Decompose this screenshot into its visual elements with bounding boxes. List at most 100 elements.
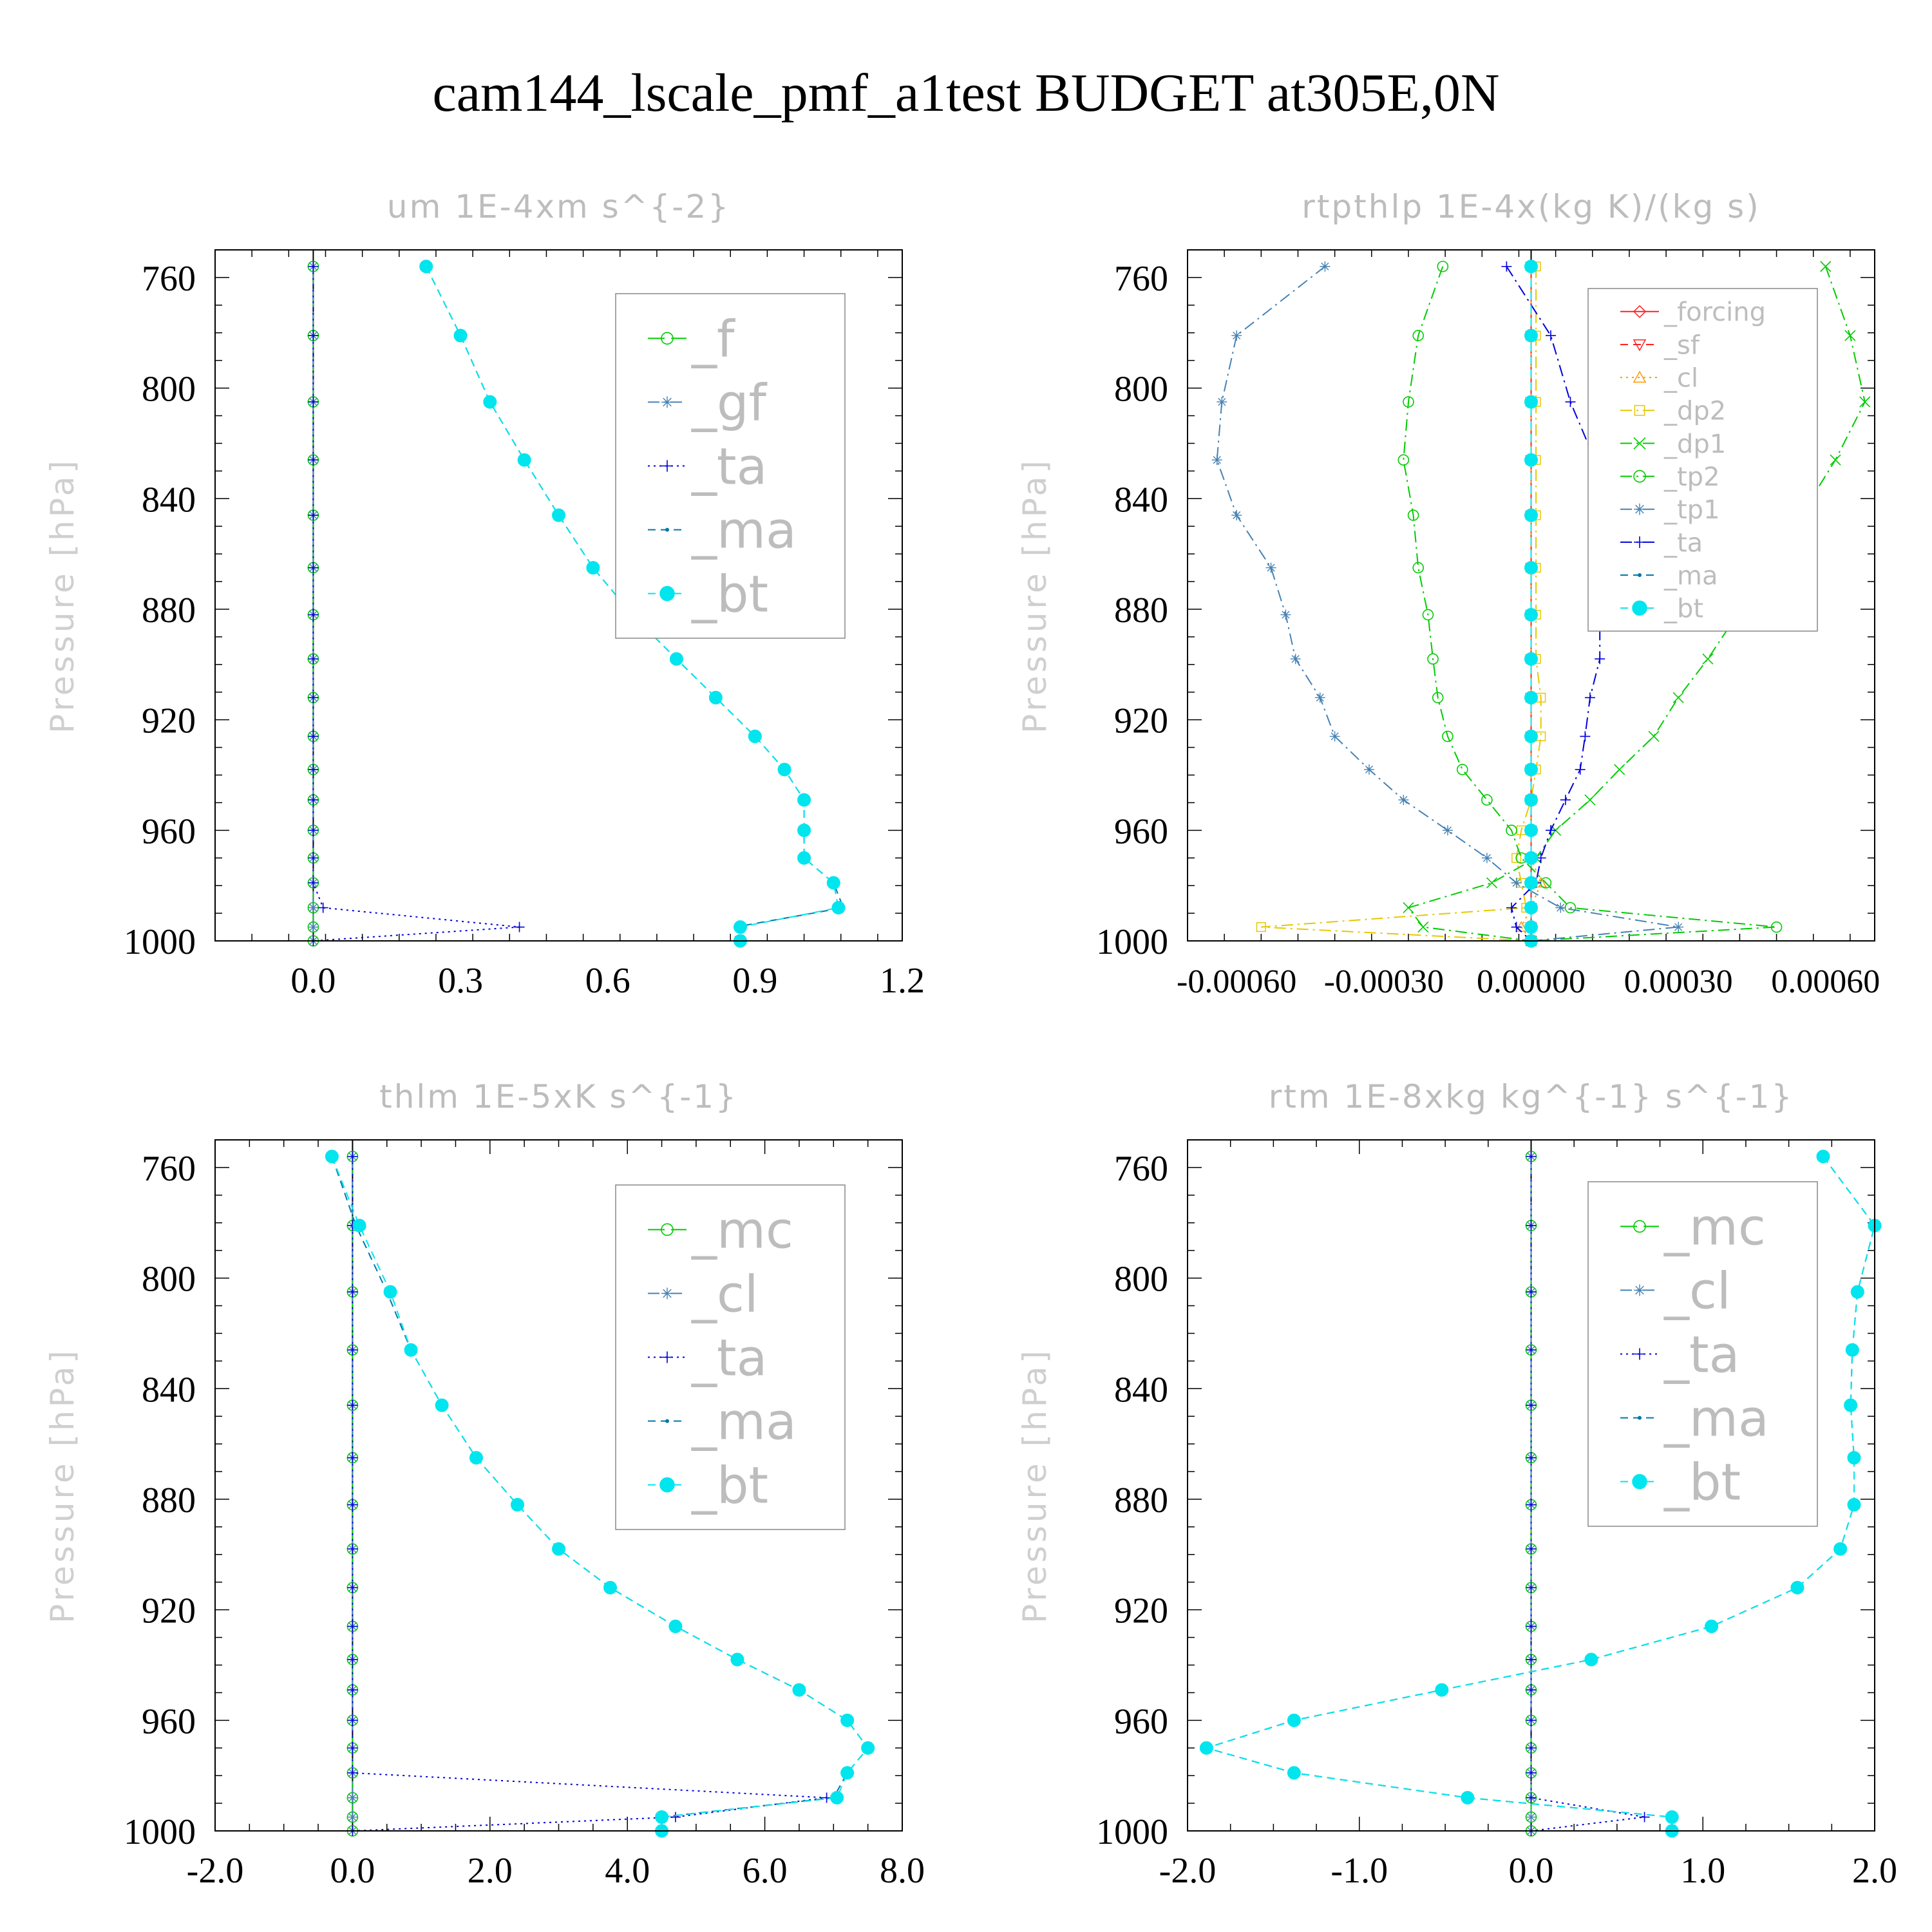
data-point: [510, 1498, 524, 1512]
data-point: [419, 260, 433, 274]
legend-marker: [665, 527, 669, 532]
data-point: [517, 453, 531, 467]
data-point: [308, 853, 319, 864]
y-tick-label: 920: [1114, 701, 1168, 741]
data-point: [1417, 921, 1429, 933]
legend-marker: [1638, 1416, 1642, 1420]
data-point: [1790, 1580, 1804, 1595]
legend-marker: [661, 332, 674, 345]
y-tick-label: 840: [1114, 480, 1168, 520]
series-bt: [1524, 260, 1538, 948]
data-point: [1844, 330, 1856, 341]
data-point: [347, 1151, 358, 1162]
data-point: [1506, 824, 1517, 837]
data-point: [840, 1766, 855, 1780]
data-point: [1830, 454, 1841, 466]
y-axis-label: Pressure [hPa]: [44, 1347, 81, 1624]
data-point: [308, 764, 319, 775]
data-point: [1816, 1150, 1830, 1164]
data-point: [308, 795, 319, 806]
data-point: [1511, 922, 1522, 933]
legend-marker: [1632, 1473, 1647, 1490]
x-tick-label: 0.00000: [1477, 963, 1586, 1000]
data-point: [1526, 1499, 1537, 1510]
x-tick-label: 4.0: [605, 1851, 650, 1891]
data-point: [777, 762, 791, 777]
data-point: [1501, 261, 1512, 272]
legend-marker: [1633, 1220, 1646, 1233]
x-tick-label: -0.00060: [1177, 963, 1296, 1000]
y-tick-label: 960: [1114, 1701, 1168, 1741]
legend-label: _cl: [1663, 1263, 1731, 1321]
data-point: [1526, 1685, 1537, 1696]
y-tick-label: 800: [1114, 370, 1168, 410]
series-line: [1407, 266, 1866, 942]
data-point: [1412, 330, 1425, 341]
y-tick-label: 880: [1114, 591, 1168, 630]
data-point: [1526, 1812, 1537, 1823]
legend-label: _ta: [1663, 528, 1703, 558]
y-tick-label: 1000: [1096, 1812, 1168, 1852]
legend-marker: [1634, 503, 1645, 515]
data-point: [1287, 1713, 1301, 1727]
x-tick-label: -2.0: [1159, 1851, 1217, 1891]
data-point: [1555, 902, 1566, 913]
y-tick-label: 760: [1114, 259, 1168, 299]
data-point: [1524, 793, 1538, 807]
data-point: [1648, 730, 1660, 742]
y-axis-label: Pressure [hPa]: [1016, 457, 1054, 734]
data-point: [1526, 1767, 1537, 1778]
legend-label: _ma: [1663, 561, 1718, 591]
plot-frame: [214, 249, 903, 942]
x-tick-label: 0.00030: [1624, 963, 1733, 1000]
legend-label: _bt: [1663, 1454, 1741, 1512]
data-point: [1526, 1452, 1537, 1463]
data-point: [1673, 922, 1684, 933]
data-point: [404, 1343, 418, 1357]
legend-marker: [661, 1351, 673, 1363]
data-point: [347, 1287, 358, 1298]
data-point: [1524, 900, 1538, 914]
data-point: [1584, 692, 1595, 703]
data-point: [1506, 902, 1517, 913]
data-point: [347, 1812, 358, 1823]
data-point: [1397, 454, 1410, 466]
data-point: [552, 508, 565, 522]
data-point: [1457, 764, 1468, 775]
y-tick-label: 760: [142, 1149, 196, 1189]
figure-title: cam144_lscale_pmf_a1test BUDGET at305E,0…: [432, 63, 1499, 123]
legend-label: _ta: [1663, 1327, 1739, 1385]
panel-title: rtpthlp 1E-4x(kg K)/(kg s): [1302, 188, 1760, 225]
panel-title: thlm 1E-5xK s^{-1}: [379, 1078, 738, 1115]
data-point: [1526, 1345, 1537, 1356]
data-point: [383, 1285, 397, 1299]
y-tick-label: 960: [142, 1701, 196, 1741]
legend-label: _ta: [691, 1330, 767, 1388]
data-point: [1665, 1810, 1679, 1824]
legend-marker: [1634, 404, 1645, 416]
legend-label: _gf: [691, 375, 768, 433]
legend-marker: [659, 1477, 675, 1493]
data-point: [1850, 1285, 1864, 1299]
x-tick-label: 0.3: [438, 961, 483, 1001]
panel-2: rtpthlp 1E-4x(kg K)/(kg s) Pressure [hPa]…: [1016, 188, 1880, 1000]
legend-marker: [659, 585, 675, 601]
series-ta: [1526, 1151, 1650, 1836]
data-point: [347, 1654, 358, 1665]
data-point: [1403, 902, 1414, 914]
series-line: [1216, 266, 1679, 942]
data-point: [317, 902, 328, 913]
panel-3: thlm 1E-5xK s^{-1} Pressure [hPa] -2.0 0.0 2…: [44, 1078, 925, 1891]
y-axis-label: Pressure [hPa]: [44, 457, 81, 734]
series-dp2: [1256, 261, 1546, 946]
data-point: [308, 330, 319, 341]
legend-label: _bt: [691, 1457, 768, 1515]
legend: _forcing _sf _cl _dp2 _dp1 _tp2_tp1_ta_ma_bt: [1587, 288, 1818, 632]
data-point: [1407, 509, 1419, 521]
x-tick-label: 0.9: [732, 961, 777, 1001]
y-tick-label: 880: [142, 591, 196, 630]
data-point: [797, 851, 811, 865]
data-point: [831, 900, 846, 914]
y-tick-label: 1000: [124, 1812, 196, 1852]
data-point: [1265, 562, 1276, 573]
